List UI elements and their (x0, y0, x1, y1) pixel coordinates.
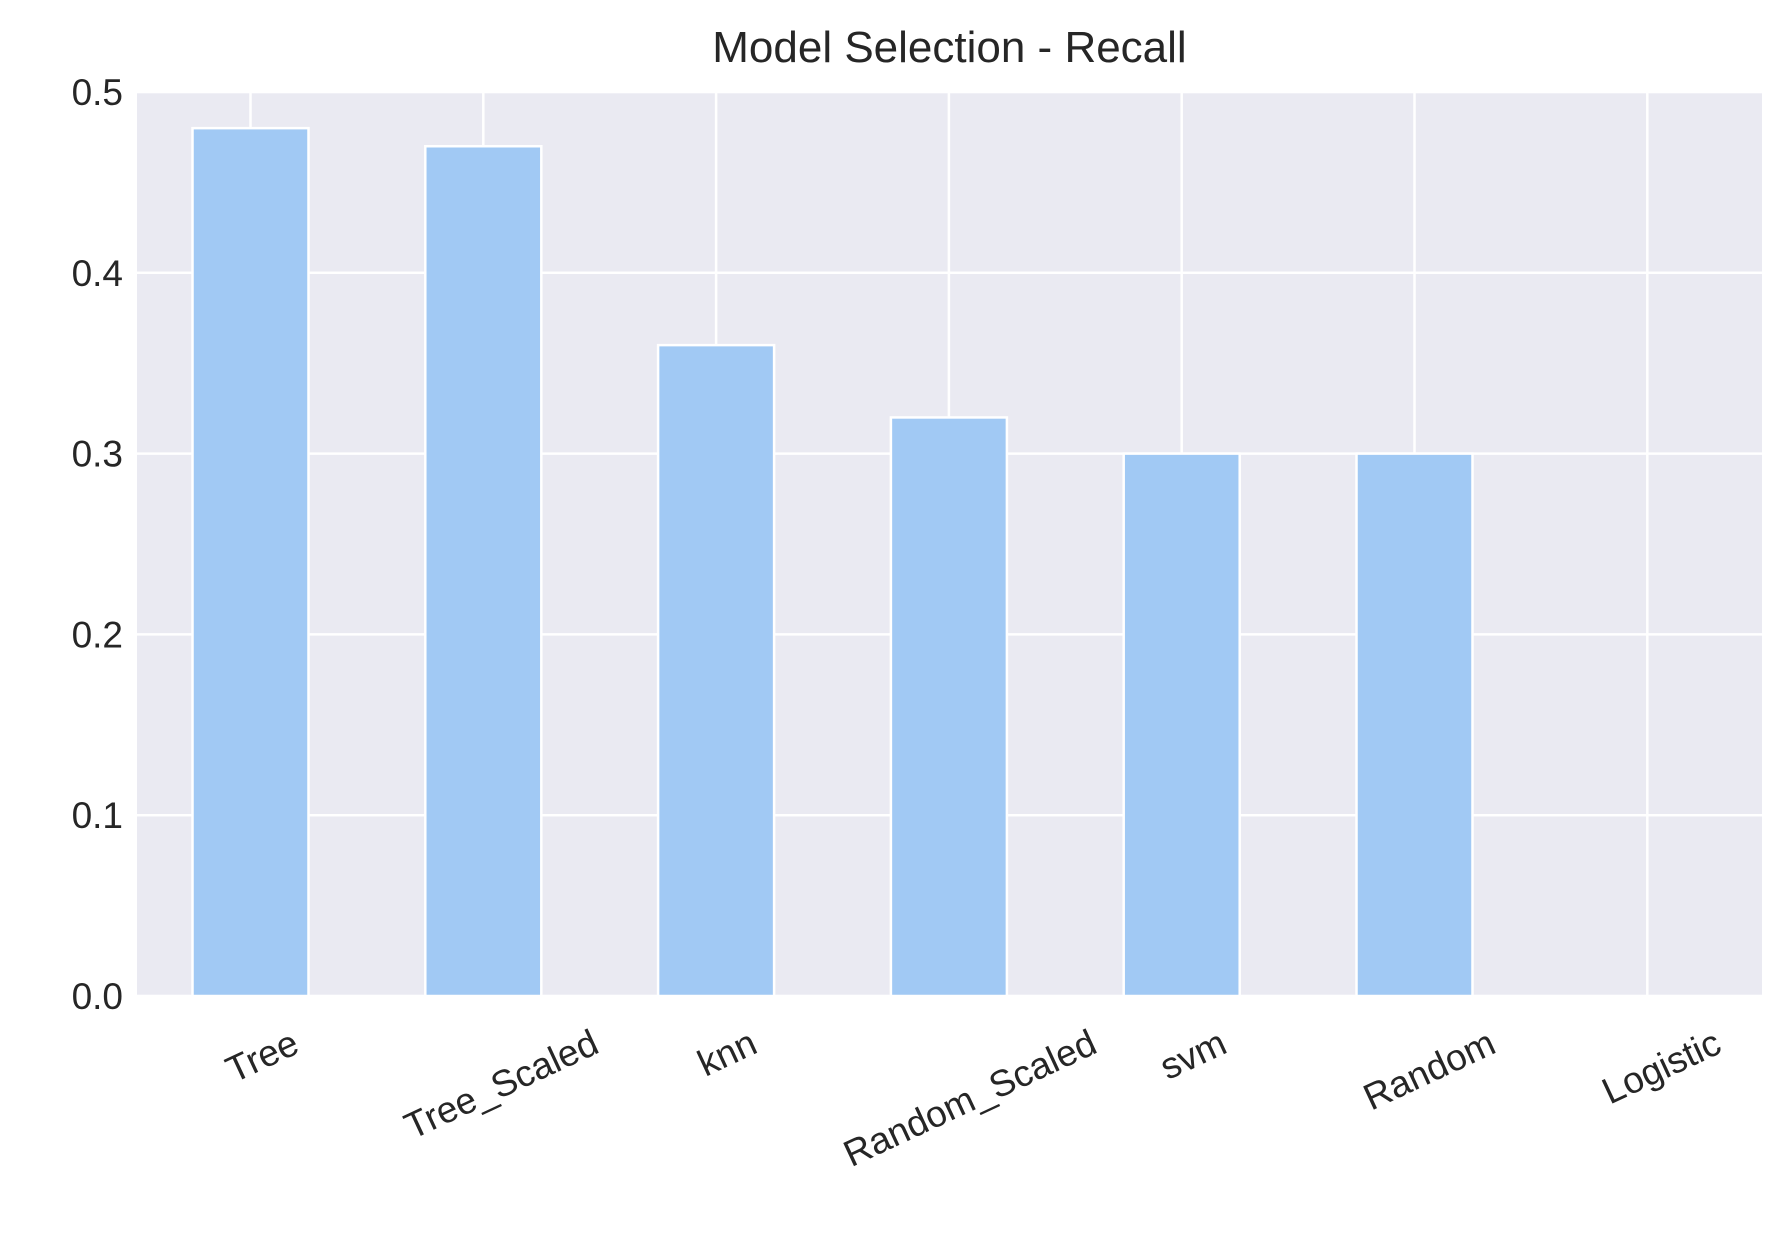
x-tick-label: knn (691, 1022, 762, 1084)
y-tick-label: 0.3 (72, 434, 123, 475)
y-tick-label: 0.0 (72, 976, 123, 1017)
x-tick-label: Tree (220, 1022, 305, 1091)
x-tick: Tree_Scaled (398, 1022, 604, 1147)
chart-title: Model Selection - Recall (712, 23, 1186, 72)
y-tick-label: 0.1 (72, 795, 123, 836)
x-axis-ticks: Tree Tree_Scaled knn Random_Scaled svm Random… (220, 1022, 1727, 1175)
x-tick: Random (1357, 1022, 1501, 1118)
bar-tree (191, 126, 310, 998)
x-tick-label: Random_Scaled (837, 1022, 1102, 1175)
x-tick-label: svm (1154, 1022, 1233, 1088)
y-tick-label: 0.5 (72, 72, 123, 113)
y-tick-label: 0.2 (72, 614, 123, 655)
x-tick-label: Tree_Scaled (398, 1022, 604, 1147)
bar-tree-scaled (424, 144, 543, 998)
bars (191, 126, 1474, 998)
bar-random-scaled (889, 416, 1009, 998)
x-tick: Tree (220, 1022, 305, 1091)
bar-svm (1122, 452, 1241, 998)
x-tick-label: Random (1357, 1022, 1501, 1118)
bar-knn (656, 343, 776, 998)
y-axis-ticks: 0.0 0.1 0.2 0.3 0.4 0.5 (72, 72, 123, 1017)
x-tick: svm (1154, 1022, 1233, 1088)
x-tick: knn (691, 1022, 762, 1084)
y-tick-label: 0.4 (72, 253, 123, 294)
x-tick: Random_Scaled (837, 1022, 1102, 1175)
bar-random (1355, 452, 1474, 998)
x-tick-label: Logistic (1596, 1022, 1727, 1112)
x-tick: Logistic (1596, 1022, 1727, 1112)
